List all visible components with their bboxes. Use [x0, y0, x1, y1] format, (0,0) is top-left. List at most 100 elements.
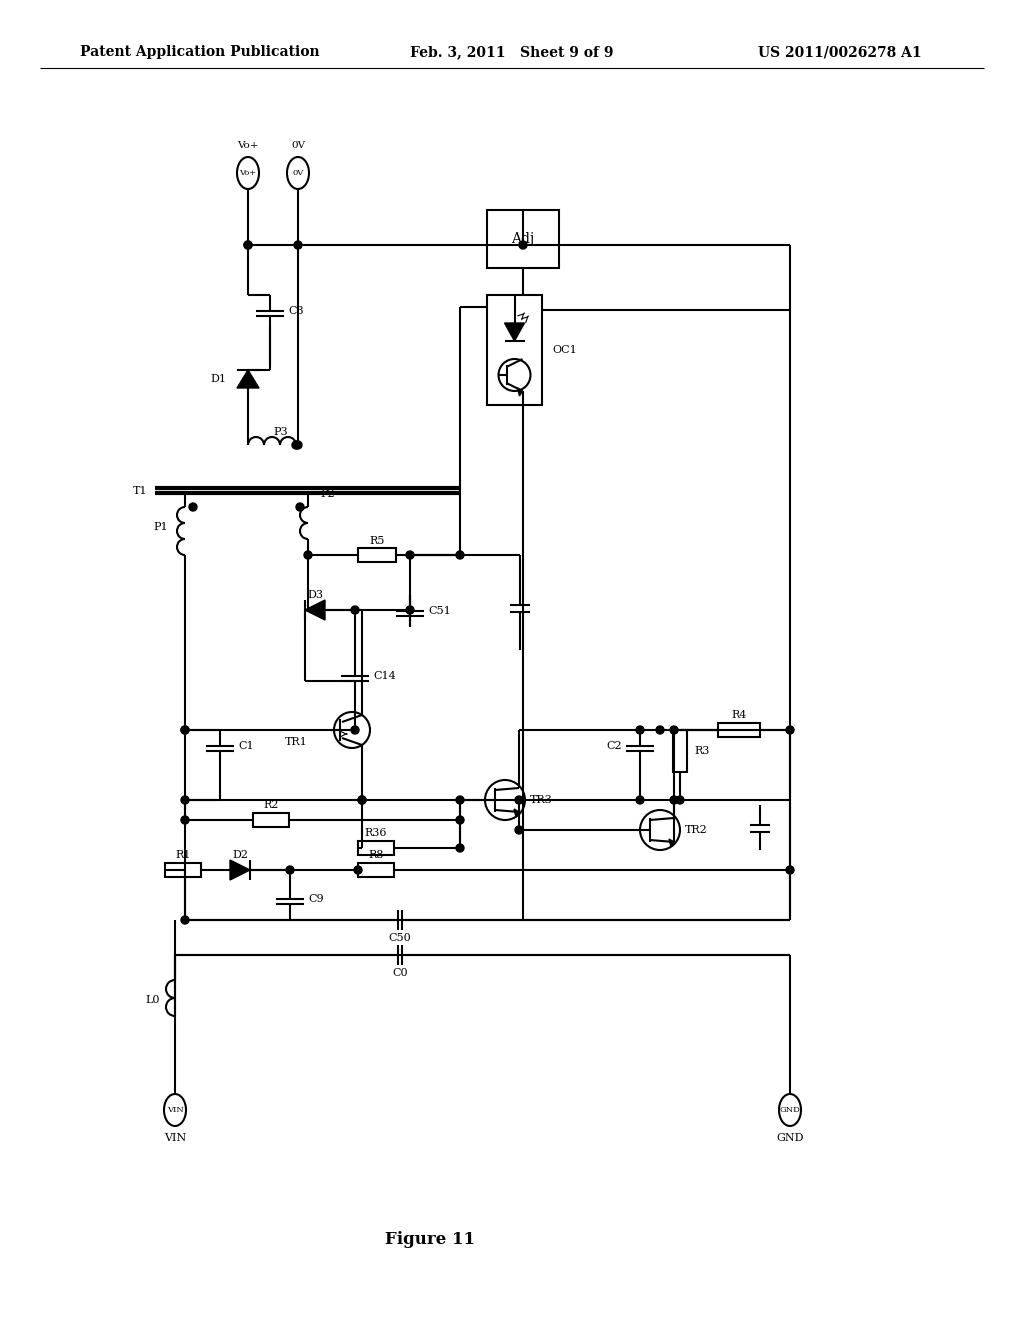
- Circle shape: [456, 796, 464, 804]
- Polygon shape: [517, 388, 522, 396]
- Circle shape: [296, 503, 304, 511]
- Circle shape: [286, 866, 294, 874]
- Text: 0V: 0V: [291, 140, 305, 149]
- Text: GND: GND: [776, 1133, 804, 1143]
- Text: C51: C51: [428, 606, 451, 616]
- Bar: [718, 723, 760, 737]
- Text: C2: C2: [606, 741, 622, 751]
- Circle shape: [181, 726, 189, 734]
- Ellipse shape: [237, 157, 259, 189]
- Bar: [165, 863, 201, 876]
- Circle shape: [515, 796, 523, 804]
- Bar: [487, 210, 559, 268]
- Circle shape: [406, 550, 414, 558]
- Text: P3: P3: [273, 426, 288, 437]
- Circle shape: [351, 726, 359, 734]
- Circle shape: [334, 711, 370, 748]
- Circle shape: [244, 242, 252, 249]
- Text: C0: C0: [392, 968, 408, 978]
- Circle shape: [181, 796, 189, 804]
- Ellipse shape: [779, 1094, 801, 1126]
- Ellipse shape: [287, 157, 309, 189]
- Text: P2: P2: [319, 488, 335, 499]
- Text: C9: C9: [308, 894, 324, 904]
- Circle shape: [358, 796, 366, 804]
- Polygon shape: [669, 840, 674, 847]
- Text: R3: R3: [694, 746, 710, 756]
- Circle shape: [358, 796, 366, 804]
- Text: C14: C14: [373, 671, 395, 681]
- Text: R1: R1: [175, 850, 190, 861]
- Text: Figure 11: Figure 11: [385, 1232, 475, 1249]
- Circle shape: [786, 866, 794, 874]
- Circle shape: [670, 796, 678, 804]
- Circle shape: [181, 916, 189, 924]
- Text: VIN: VIN: [164, 1133, 186, 1143]
- Circle shape: [656, 726, 664, 734]
- Text: R4: R4: [731, 710, 746, 719]
- Circle shape: [244, 242, 252, 249]
- Text: R5: R5: [370, 536, 385, 546]
- Circle shape: [189, 503, 197, 511]
- Polygon shape: [230, 861, 250, 880]
- Circle shape: [456, 550, 464, 558]
- Bar: [253, 813, 289, 828]
- Circle shape: [181, 816, 189, 824]
- Text: Patent Application Publication: Patent Application Publication: [80, 45, 319, 59]
- Polygon shape: [505, 323, 524, 341]
- Text: R2: R2: [263, 800, 279, 810]
- Circle shape: [485, 780, 525, 820]
- Text: L0: L0: [145, 995, 160, 1005]
- Bar: [358, 548, 396, 562]
- Circle shape: [640, 810, 680, 850]
- Text: T1: T1: [132, 486, 147, 496]
- Circle shape: [351, 606, 359, 614]
- Bar: [358, 863, 394, 876]
- Text: C3: C3: [288, 306, 304, 315]
- Polygon shape: [514, 809, 519, 817]
- Text: D3: D3: [307, 590, 323, 601]
- Text: P1: P1: [154, 521, 168, 532]
- Text: TR2: TR2: [685, 825, 708, 836]
- Polygon shape: [237, 370, 259, 388]
- Circle shape: [181, 726, 189, 734]
- Bar: [673, 730, 687, 772]
- Circle shape: [519, 242, 527, 249]
- Text: D2: D2: [232, 850, 248, 861]
- Circle shape: [636, 726, 644, 734]
- Text: Vo+: Vo+: [238, 140, 259, 149]
- Text: VIN: VIN: [167, 1106, 183, 1114]
- Circle shape: [304, 550, 312, 558]
- Text: Vo+: Vo+: [240, 169, 257, 177]
- Text: C50: C50: [389, 933, 412, 942]
- Ellipse shape: [164, 1094, 186, 1126]
- Circle shape: [670, 726, 678, 734]
- Text: 0V: 0V: [293, 169, 304, 177]
- Text: D1: D1: [210, 374, 226, 384]
- Circle shape: [294, 242, 302, 249]
- Circle shape: [515, 826, 523, 834]
- Circle shape: [354, 866, 362, 874]
- Circle shape: [456, 843, 464, 851]
- Bar: [358, 841, 394, 855]
- Text: OC1: OC1: [552, 345, 577, 355]
- Circle shape: [676, 796, 684, 804]
- Circle shape: [292, 441, 300, 449]
- Polygon shape: [305, 601, 325, 620]
- Text: GND: GND: [779, 1106, 801, 1114]
- Text: R36: R36: [365, 828, 387, 838]
- Text: TR3: TR3: [530, 795, 553, 805]
- Text: TR1: TR1: [286, 737, 308, 747]
- Text: Adj: Adj: [511, 232, 535, 246]
- Text: US 2011/0026278 A1: US 2011/0026278 A1: [758, 45, 922, 59]
- Circle shape: [294, 441, 302, 449]
- Text: C1: C1: [238, 741, 254, 751]
- Circle shape: [499, 359, 530, 391]
- Circle shape: [636, 796, 644, 804]
- Circle shape: [406, 606, 414, 614]
- Text: R8: R8: [369, 850, 384, 861]
- Bar: [487, 294, 542, 405]
- Text: Feb. 3, 2011   Sheet 9 of 9: Feb. 3, 2011 Sheet 9 of 9: [411, 45, 613, 59]
- Circle shape: [786, 726, 794, 734]
- Circle shape: [456, 816, 464, 824]
